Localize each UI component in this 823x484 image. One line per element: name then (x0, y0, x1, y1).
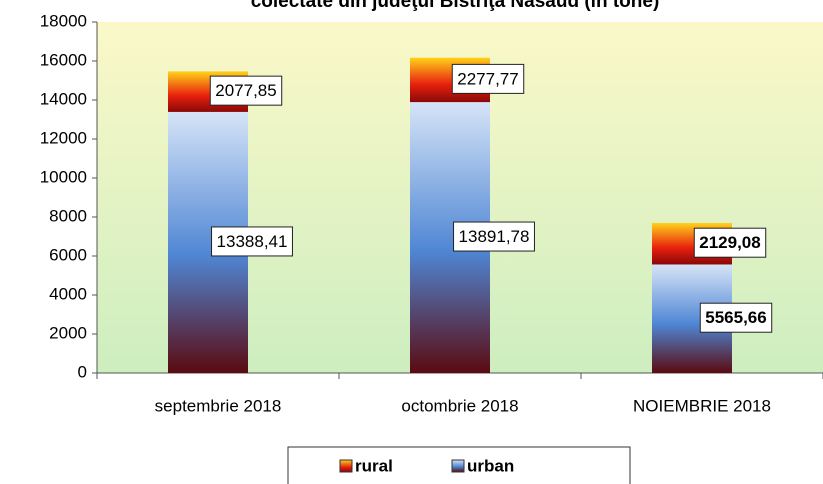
y-tick-label: 18000 (40, 11, 87, 30)
chart-title: colectate din judeţul Bistriţa Năsăud (î… (251, 0, 660, 12)
y-tick-label: 8000 (49, 206, 87, 225)
value-label: 2129,08 (699, 233, 760, 252)
value-label-box (451, 63, 525, 94)
value-label: 2277,77 (457, 69, 518, 88)
value-label-box (699, 302, 773, 333)
y-tick-label: 4000 (49, 284, 87, 303)
y-tick-label: 2000 (49, 323, 87, 342)
y-tick-label: 12000 (40, 128, 87, 147)
value-label: 13388,41 (217, 232, 288, 251)
legend-label: urban (467, 456, 514, 475)
value-label: 5565,66 (705, 308, 766, 327)
y-tick-label: 14000 (40, 89, 87, 108)
value-label: 13891,78 (459, 227, 530, 246)
value-label-box (209, 75, 283, 106)
legend-swatch (451, 459, 465, 473)
legend-swatch (339, 459, 353, 473)
value-label-box (453, 221, 535, 252)
y-tick-label: 0 (78, 362, 87, 381)
value-label-box (211, 226, 293, 257)
value-label: 2077,85 (215, 81, 276, 100)
x-tick-label: NOIEMBRIE 2018 (633, 396, 771, 415)
x-tick-label: septembrie 2018 (155, 396, 282, 415)
y-tick-label: 6000 (49, 245, 87, 264)
x-tick-label: octombrie 2018 (401, 396, 518, 415)
y-tick-label: 16000 (40, 50, 87, 69)
y-tick-label: 10000 (40, 167, 87, 186)
legend-label: rural (355, 456, 393, 475)
value-label-box (693, 227, 767, 258)
